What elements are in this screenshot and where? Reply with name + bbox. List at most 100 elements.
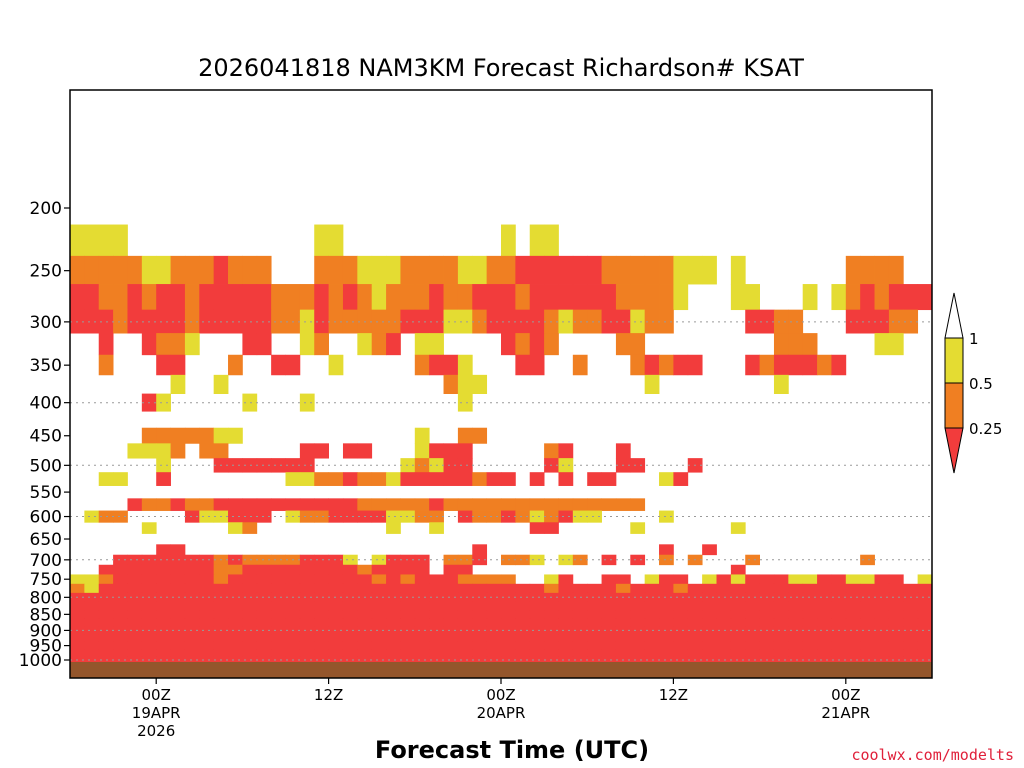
- heatmap-cell: [357, 284, 373, 311]
- heatmap-cell: [845, 284, 861, 311]
- heatmap-cell: [357, 649, 373, 657]
- heatmap-cell: [529, 656, 545, 667]
- heatmap-cell: [84, 592, 100, 603]
- heatmap-cell: [357, 333, 373, 356]
- heatmap-cell: [501, 649, 516, 657]
- heatmap-cell: [342, 309, 358, 334]
- heatmap-cell: [299, 393, 315, 412]
- heatmap-cell: [314, 309, 329, 334]
- heatmap-cell: [874, 649, 890, 657]
- heatmap-cell: [342, 610, 358, 619]
- heatmap-cell: [285, 641, 301, 650]
- heatmap-cell: [113, 564, 128, 575]
- heatmap-cell: [630, 618, 646, 627]
- heatmap-cell: [170, 641, 186, 650]
- heatmap-cell: [156, 601, 171, 611]
- heatmap-cell: [141, 610, 157, 619]
- heatmap-cell: [644, 255, 660, 285]
- heatmap-cell: [817, 618, 832, 627]
- heatmap-cell: [515, 583, 531, 594]
- heatmap-cell: [199, 618, 215, 627]
- heatmap-cell: [529, 522, 545, 534]
- heatmap-cell: [472, 472, 488, 486]
- heatmap-cell: [860, 309, 875, 334]
- heatmap-cell: [242, 393, 258, 412]
- heatmap-cell: [256, 554, 272, 566]
- heatmap-cell: [630, 309, 646, 334]
- heatmap-cell: [414, 592, 430, 603]
- heatmap-cell: [314, 224, 329, 257]
- heatmap-cell: [860, 618, 875, 627]
- heatmap-cell: [342, 649, 358, 657]
- heatmap-cell: [184, 427, 200, 444]
- heatmap-cell: [443, 443, 459, 459]
- heatmap-cell: [501, 641, 516, 650]
- heatmap-cell: [457, 443, 473, 459]
- heatmap-cell: [917, 284, 933, 311]
- heatmap-cell: [659, 284, 674, 311]
- heatmap-cell: [184, 641, 200, 650]
- heatmap-cell: [342, 255, 358, 285]
- heatmap-cell: [156, 333, 171, 356]
- heatmap-cell: [242, 618, 258, 627]
- heatmap-cell: [170, 610, 186, 619]
- heatmap-cell: [314, 574, 329, 585]
- heatmap-cell: [70, 656, 85, 667]
- heatmap-cell: [213, 656, 229, 667]
- legend-label: 1: [969, 330, 979, 348]
- heatmap-cell: [400, 498, 416, 511]
- heatmap-cell: [328, 498, 344, 511]
- heatmap-cell: [673, 592, 689, 603]
- chart-title: 2026041818 NAM3KM Forecast Richardson# K…: [198, 54, 804, 82]
- heatmap-cell: [457, 641, 473, 650]
- heatmap-cell: [903, 583, 919, 594]
- heatmap-cell: [457, 309, 473, 334]
- heatmap-cell: [113, 224, 128, 257]
- heatmap-cell: [457, 393, 473, 412]
- heatmap-cell: [457, 626, 473, 635]
- heatmap-cell: [817, 626, 832, 635]
- heatmap-cell: [228, 583, 243, 594]
- heatmap-cell: [443, 634, 459, 643]
- heatmap-cell: [156, 649, 171, 657]
- heatmap-cell: [271, 618, 286, 627]
- heatmap-cell: [414, 634, 430, 643]
- heatmap-cell: [314, 333, 329, 356]
- heatmap-cell: [917, 641, 933, 650]
- heatmap-cell: [486, 610, 502, 619]
- heatmap-cell: [702, 544, 717, 556]
- heatmap-cell: [299, 641, 315, 650]
- heatmap-cell: [457, 583, 473, 594]
- x-tick-label: 21APR: [821, 704, 870, 722]
- heatmap-cell: [759, 610, 775, 619]
- heatmap-cell: [429, 656, 444, 667]
- heatmap-cell: [472, 610, 488, 619]
- heatmap-cell: [716, 649, 732, 657]
- heatmap-cell: [400, 583, 416, 594]
- heatmap-cell: [414, 284, 430, 311]
- y-tick-label: 950: [30, 637, 62, 657]
- heatmap-cell: [544, 610, 559, 619]
- heatmap-cell: [773, 374, 789, 394]
- heatmap-cell: [716, 626, 732, 635]
- heatmap-cell: [184, 284, 200, 311]
- heatmap-cell: [113, 554, 128, 566]
- heatmap-cell: [328, 354, 344, 376]
- heatmap-cell: [70, 634, 85, 643]
- heatmap-cell: [558, 458, 574, 473]
- heatmap-cell: [659, 510, 674, 523]
- heatmap-cell: [745, 641, 760, 650]
- heatmap-cell: [788, 649, 804, 657]
- heatmap-cell: [501, 472, 516, 486]
- heatmap-cell: [429, 522, 444, 534]
- heatmap-cell: [702, 656, 717, 667]
- heatmap-cell: [529, 610, 545, 619]
- heatmap-cell: [414, 564, 430, 575]
- heatmap-cell: [615, 284, 631, 311]
- heatmap-cell: [242, 634, 258, 643]
- heatmap-cell: [213, 618, 229, 627]
- heatmap-cell: [817, 574, 832, 585]
- heatmap-cell: [457, 601, 473, 611]
- heatmap-cell: [170, 656, 186, 667]
- heatmap-cell: [429, 634, 444, 643]
